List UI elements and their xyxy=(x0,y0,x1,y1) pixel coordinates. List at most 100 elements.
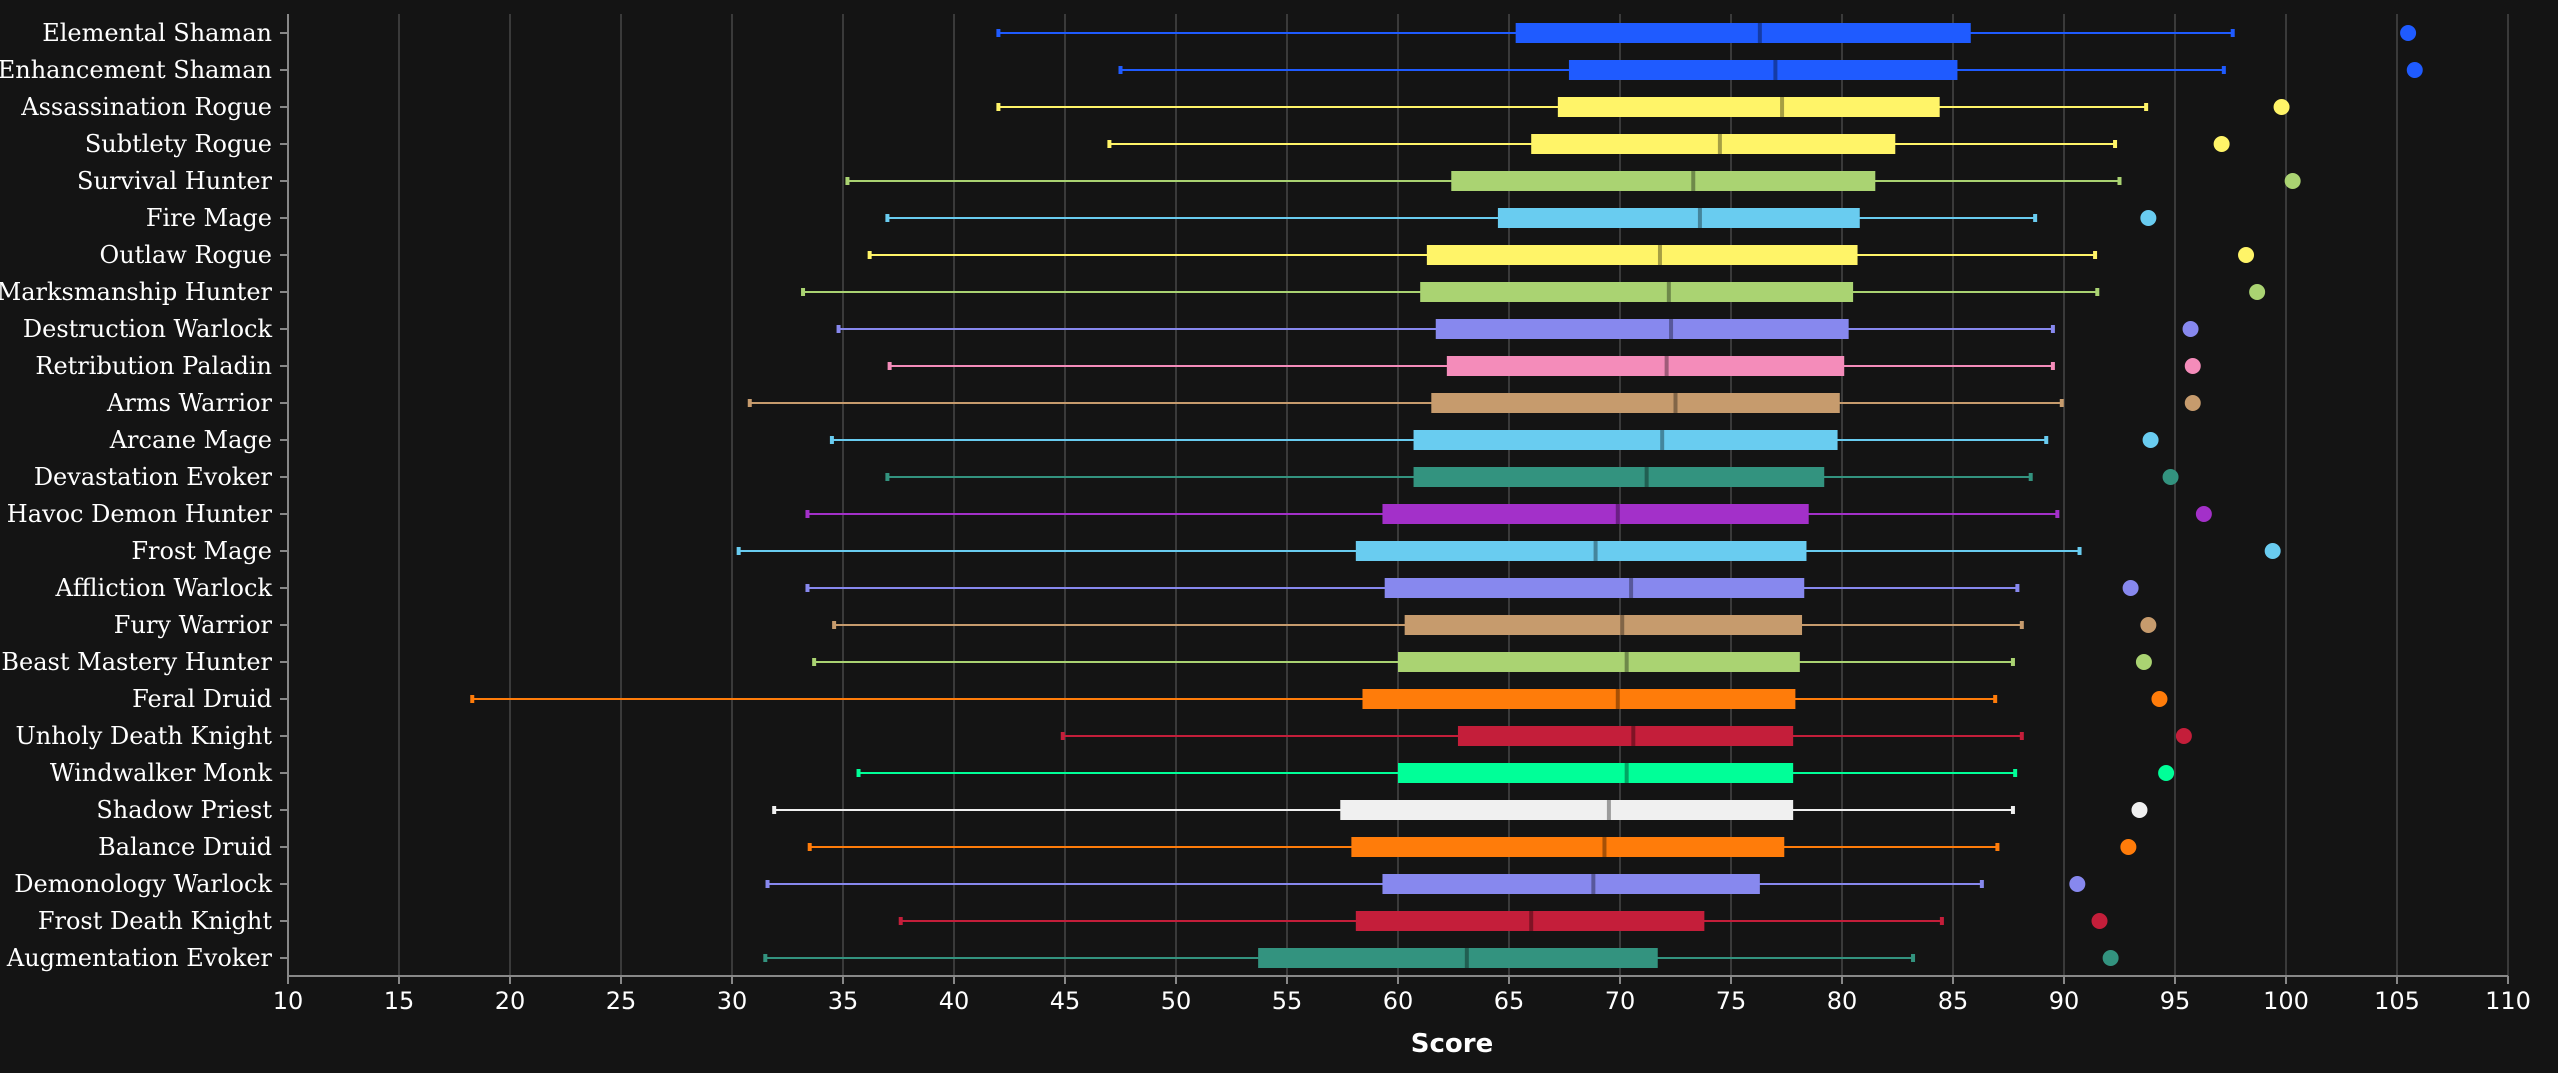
iqr-box xyxy=(1258,948,1658,968)
median-line xyxy=(1602,837,1607,857)
top-score-dot xyxy=(2069,876,2086,892)
iqr-box xyxy=(1355,911,1705,931)
box-row xyxy=(470,689,2168,709)
box-row xyxy=(763,948,2119,968)
top-score-dot xyxy=(2140,210,2157,226)
whisker-max-cap xyxy=(1993,695,1998,703)
box-row xyxy=(867,245,2255,265)
category-label: Outlaw Rogue xyxy=(100,241,272,269)
top-score-dot xyxy=(2131,802,2148,818)
iqr-box xyxy=(1531,134,1896,154)
top-score-dot xyxy=(2284,173,2301,189)
top-score-dot xyxy=(2273,99,2290,115)
top-score-dot xyxy=(2195,506,2212,522)
whisker-min-cap xyxy=(1060,732,1065,740)
axes xyxy=(280,14,2509,984)
median-line xyxy=(1780,97,1785,117)
box-row xyxy=(1060,726,2192,746)
top-score-dot xyxy=(2140,617,2157,633)
category-label: Augmentation Evoker xyxy=(6,944,273,972)
whisker-max-cap xyxy=(2010,658,2015,666)
box-row xyxy=(836,319,2199,339)
category-label: Fury Warrior xyxy=(114,611,273,639)
median-line xyxy=(1629,578,1634,598)
top-score-dot xyxy=(2264,543,2281,559)
x-tick-label: 45 xyxy=(1050,987,1081,1015)
whisker-max-cap xyxy=(2221,66,2226,74)
iqr-box xyxy=(1398,652,1800,672)
whisker-min-cap xyxy=(898,917,903,925)
median-line xyxy=(1624,763,1629,783)
median-line xyxy=(1669,319,1674,339)
x-tick-label: 70 xyxy=(1605,987,1636,1015)
whisker-max-cap xyxy=(2010,806,2015,814)
iqr-box xyxy=(1413,467,1825,487)
whisker-min-cap xyxy=(801,288,806,296)
whisker-min-cap xyxy=(1107,140,1112,148)
whisker-min-cap xyxy=(885,473,890,481)
category-label: Feral Druid xyxy=(132,685,272,713)
x-tick-label: 10 xyxy=(273,987,304,1015)
category-label: Balance Druid xyxy=(98,833,272,861)
median-line xyxy=(1624,652,1629,672)
box-row xyxy=(1107,134,2230,154)
top-score-dot xyxy=(2120,839,2137,855)
category-labels: Elemental Shaman Enhancement Shaman Assass… xyxy=(0,19,273,972)
top-score-dot xyxy=(2175,728,2192,744)
x-tick-label: 20 xyxy=(495,987,526,1015)
whisker-min-cap xyxy=(885,214,890,222)
median-line xyxy=(1591,874,1596,894)
x-tick-label: 75 xyxy=(1716,987,1747,1015)
x-tick-label: 55 xyxy=(1272,987,1303,1015)
iqr-box xyxy=(1355,541,1807,561)
x-tick-label: 15 xyxy=(384,987,415,1015)
whisker-min-cap xyxy=(1118,66,1123,74)
whisker-max-cap xyxy=(2033,214,2038,222)
whisker-min-cap xyxy=(845,177,850,185)
top-score-dot xyxy=(2102,950,2119,966)
top-score-dot xyxy=(2406,62,2423,78)
iqr-box xyxy=(1382,504,1809,524)
whisker-min-cap xyxy=(836,325,841,333)
whisker-max-cap xyxy=(2117,177,2122,185)
iqr-box xyxy=(1413,430,1838,450)
box-row xyxy=(765,874,2086,894)
box-row xyxy=(885,467,2179,487)
whisker-max-cap xyxy=(2059,399,2064,407)
top-score-dot xyxy=(2091,913,2108,929)
box-row xyxy=(996,97,2290,117)
whisker-min-cap xyxy=(772,806,777,814)
median-line xyxy=(1697,208,1702,228)
box-row xyxy=(1118,60,2423,80)
whisker-min-cap xyxy=(887,362,892,370)
x-tick-labels: 10 15 20 25 30 35 40 45 50 55 60 65 70 75 80 85 90 95 100 1… xyxy=(273,987,2531,1015)
x-tick-label: 90 xyxy=(2049,987,2080,1015)
x-tick-label: 25 xyxy=(606,987,637,1015)
whisker-min-cap xyxy=(805,584,810,592)
category-label: Assassination Rogue xyxy=(20,93,272,121)
median-line xyxy=(1615,689,1620,709)
x-tick-label: 100 xyxy=(2263,987,2309,1015)
category-label: Arms Warrior xyxy=(106,389,272,417)
box-row xyxy=(772,800,2148,820)
whisker-max-cap xyxy=(2095,288,2100,296)
box-row xyxy=(898,911,2108,931)
whisker-max-cap xyxy=(2144,103,2149,111)
box-row xyxy=(887,356,2201,376)
whisker-max-cap xyxy=(1939,917,1944,925)
x-axis-title: Score xyxy=(1411,1029,1493,1059)
median-line xyxy=(1620,615,1625,635)
median-line xyxy=(1606,800,1611,820)
median-line xyxy=(1691,171,1696,191)
box-row xyxy=(747,393,2201,413)
x-tick-label: 60 xyxy=(1383,987,1414,1015)
whisker-max-cap xyxy=(2230,29,2235,37)
whisker-max-cap xyxy=(2055,510,2060,518)
whisker-min-cap xyxy=(807,843,812,851)
category-label: Retribution Paladin xyxy=(35,352,272,380)
whisker-max-cap xyxy=(2093,251,2098,259)
iqr-box xyxy=(1435,319,1849,339)
whisker-max-cap xyxy=(2044,436,2049,444)
x-tick-label: 95 xyxy=(2160,987,2191,1015)
